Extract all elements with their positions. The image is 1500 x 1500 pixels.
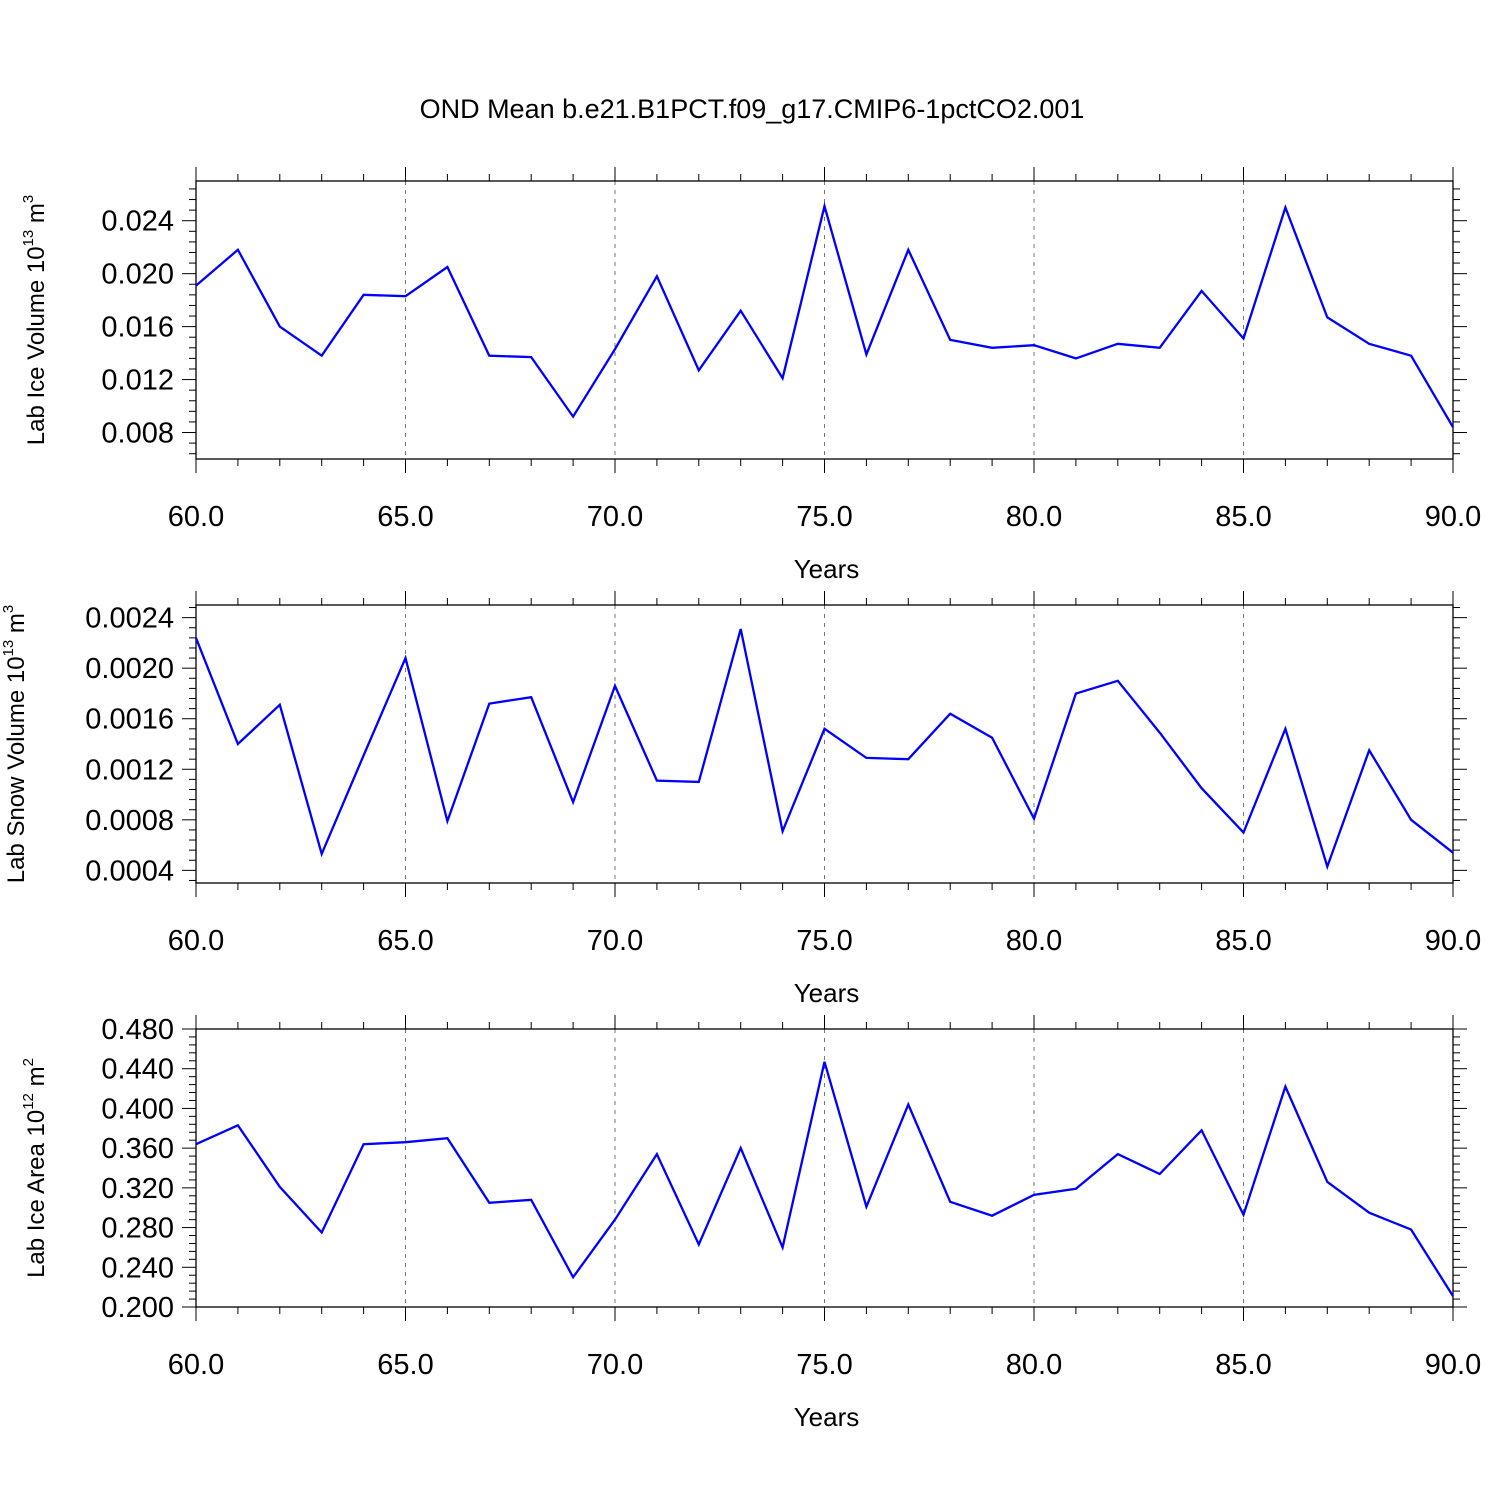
x-axis-label: Years (794, 978, 860, 1008)
x-axis-label: Years (794, 554, 860, 584)
y-axis-label: Lab Ice Volume 1013 m3 (20, 195, 50, 446)
x-tick-label: 70.0 (587, 925, 643, 957)
x-tick-label: 65.0 (377, 925, 433, 957)
y-tick-label: 0.440 (101, 1054, 174, 1086)
x-tick-label: 80.0 (1006, 1349, 1062, 1381)
y-tick-label: 0.0008 (85, 805, 174, 837)
y-axis-label-text: Lab Snow Volume 10 (3, 656, 30, 883)
x-tick-label: 70.0 (587, 1349, 643, 1381)
y-axis-label-unit: m (3, 613, 30, 640)
x-tick-label: 75.0 (796, 925, 852, 957)
x-tick-label: 60.0 (168, 1349, 224, 1381)
y-tick-label: 0.240 (101, 1252, 174, 1284)
y-tick-label: 0.360 (101, 1133, 174, 1165)
x-tick-label: 65.0 (377, 1349, 433, 1381)
x-tick-label: 85.0 (1215, 1349, 1271, 1381)
y-tick-label: 0.0020 (85, 653, 174, 685)
y-axis-label-unit-exponent: 3 (0, 605, 17, 613)
y-axis-label-unit: m (23, 1066, 50, 1093)
y-axis-label-unit: m (23, 203, 50, 230)
series-line (195, 201, 1454, 428)
x-tick-label: 85.0 (1215, 501, 1271, 533)
y-tick-label: 0.0004 (85, 855, 174, 887)
x-tick-label: 80.0 (1006, 501, 1062, 533)
series-line (195, 1061, 1454, 1297)
x-axis-label: Years (794, 1402, 860, 1432)
y-tick-label: 0.0012 (85, 754, 174, 786)
y-tick-label: 0.320 (101, 1173, 174, 1205)
y-tick-label: 0.016 (101, 312, 174, 344)
y-tick-label: 0.0016 (85, 704, 174, 736)
y-tick-label: 0.400 (101, 1093, 174, 1125)
panel-3: 60.0 65.0 70.0 75.0 80.0 85.0 90.0 0.200 0.240 0.… (20, 1014, 1481, 1432)
series-line (194, 628, 1454, 871)
chart-title: OND Mean b.e21.B1PCT.f09_g17.CMIP6-1pctC… (420, 94, 1085, 124)
y-axis-label-unit-exponent: 3 (20, 195, 37, 203)
x-tick-label: 65.0 (377, 501, 433, 533)
y-axis-label-text: Lab Ice Area 10 (23, 1110, 50, 1278)
panels: 60.0 65.0 70.0 75.0 80.0 85.0 90.0 0.008 0.012 0.… (0, 167, 1481, 1432)
x-tick-label: 85.0 (1215, 925, 1271, 957)
y-axis-label-exponent: 13 (20, 230, 37, 247)
y-tick-label: 0.008 (101, 418, 174, 450)
y-tick-label: 0.020 (101, 259, 174, 291)
y-tick-label: 0.280 (101, 1213, 174, 1245)
panel-1: 60.0 65.0 70.0 75.0 80.0 85.0 90.0 0.008 0.012 0.… (20, 167, 1481, 584)
y-tick-label: 0.024 (101, 206, 174, 238)
y-axis-label: Lab Ice Area 1012 m2 (20, 1058, 50, 1278)
x-tick-label: 60.0 (168, 925, 224, 957)
x-tick-label: 90.0 (1425, 925, 1481, 957)
y-axis-label-text: Lab Ice Volume 10 (23, 246, 50, 445)
x-tick-label: 70.0 (587, 501, 643, 533)
x-tick-label: 60.0 (168, 501, 224, 533)
y-axis-label: Lab Snow Volume 1013 m3 (0, 605, 30, 884)
x-tick-label: 90.0 (1425, 1349, 1481, 1381)
y-tick-label: 0.012 (101, 365, 174, 397)
y-tick-label: 0.200 (101, 1292, 174, 1324)
y-axis-label-unit-exponent: 2 (20, 1058, 37, 1066)
x-tick-label: 75.0 (796, 501, 852, 533)
x-tick-label: 75.0 (796, 1349, 852, 1381)
y-tick-label: 0.480 (101, 1014, 174, 1046)
y-axis-label-exponent: 12 (20, 1093, 37, 1110)
x-tick-label: 80.0 (1006, 925, 1062, 957)
x-tick-label: 90.0 (1425, 501, 1481, 533)
panel-2: 60.0 65.0 70.0 75.0 80.0 85.0 90.0 0.0004 0.0008… (0, 591, 1481, 1008)
y-axis-label-exponent: 13 (0, 640, 17, 657)
y-tick-label: 0.0024 (85, 603, 174, 635)
